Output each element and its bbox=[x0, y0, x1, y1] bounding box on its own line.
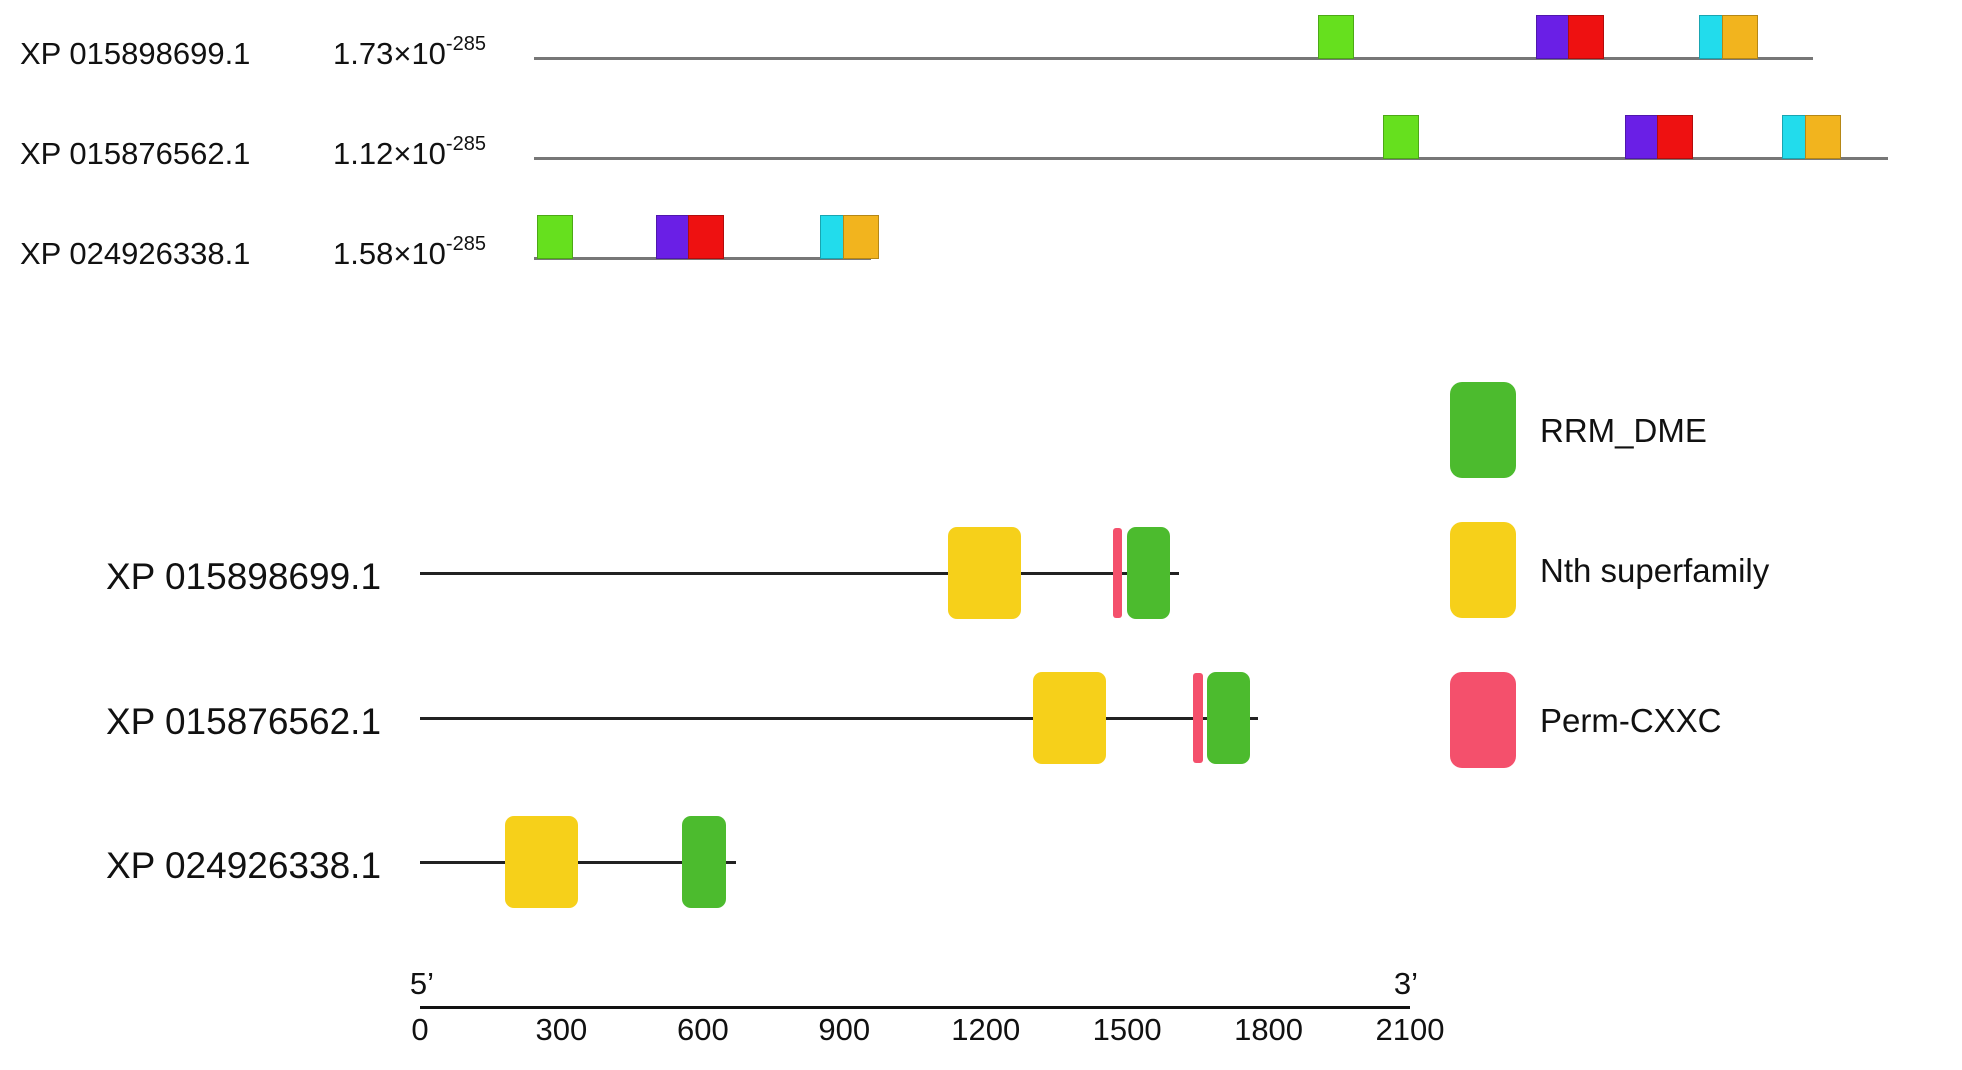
motif-box bbox=[1568, 15, 1604, 59]
domain-sequence-id: XP 015898699.1 bbox=[106, 556, 382, 597]
axis-tick-label: 900 bbox=[818, 1012, 871, 1047]
motif-evalue: 1.58×10-285 bbox=[333, 234, 486, 271]
evalue-exponent: -285 bbox=[445, 133, 486, 155]
domain-sequence-id: XP 015876562.1 bbox=[106, 701, 382, 742]
domain-box-rrm-dme bbox=[681, 816, 727, 908]
motif-box bbox=[1317, 15, 1354, 59]
legend-swatch bbox=[1450, 672, 1516, 768]
motif-box bbox=[843, 215, 880, 259]
motif-box bbox=[1805, 115, 1842, 159]
motif-evalue: 1.73×10-285 bbox=[333, 34, 486, 71]
domain-sequence-id: XP 024926338.1 bbox=[106, 845, 382, 886]
axis-tick-label: 2100 bbox=[1375, 1012, 1445, 1047]
domain-box-nth-superfamily bbox=[948, 527, 1022, 619]
axis-tick-label: 1200 bbox=[951, 1012, 1021, 1047]
motif-box bbox=[1656, 115, 1693, 159]
evalue-base: 1.58×10 bbox=[333, 236, 446, 271]
legend-label: Nth superfamily bbox=[1540, 552, 1770, 589]
legend-swatch bbox=[1450, 382, 1516, 478]
axis-5-prime-label: 5’ bbox=[409, 966, 435, 1001]
motif-sequence-id: XP 015898699.1 bbox=[20, 36, 251, 71]
evalue-base: 1.12×10 bbox=[333, 136, 446, 171]
domain-box-perm-cxxc bbox=[1193, 673, 1203, 763]
legend-label: RRM_DME bbox=[1540, 412, 1707, 449]
motif-box bbox=[1536, 15, 1573, 59]
domain-box-nth-superfamily bbox=[1032, 672, 1106, 764]
evalue-exponent: -285 bbox=[445, 33, 486, 55]
domain-sequence-line bbox=[420, 861, 736, 864]
domain-sequence-line bbox=[420, 717, 1258, 720]
motif-sequence-id: XP 024926338.1 bbox=[20, 236, 251, 271]
motif-box bbox=[688, 215, 724, 259]
motif-box bbox=[656, 215, 693, 259]
motif-evalue: 1.12×10-285 bbox=[333, 134, 486, 171]
motif-box bbox=[536, 215, 573, 259]
axis-tick-label: 1800 bbox=[1234, 1012, 1304, 1047]
domain-box-rrm-dme bbox=[1127, 527, 1170, 619]
axis-tick-label: 1500 bbox=[1092, 1012, 1162, 1047]
domain-box-rrm-dme bbox=[1207, 672, 1250, 764]
domain-box-nth-superfamily bbox=[504, 816, 578, 908]
motif-sequence-line bbox=[534, 57, 1813, 60]
evalue-base: 1.73×10 bbox=[333, 36, 446, 71]
axis-tick-label: 300 bbox=[535, 1012, 588, 1047]
domain-box-perm-cxxc bbox=[1113, 528, 1123, 618]
motif-box bbox=[1625, 115, 1662, 159]
motif-box bbox=[1383, 115, 1420, 159]
evalue-exponent: -285 bbox=[445, 233, 486, 255]
scale-axis-line bbox=[420, 1006, 1410, 1009]
motif-sequence-id: XP 015876562.1 bbox=[20, 136, 251, 171]
axis-3-prime-label: 3’ bbox=[1393, 966, 1419, 1001]
axis-tick-label: 600 bbox=[676, 1012, 729, 1047]
axis-tick-label: 0 bbox=[411, 1012, 429, 1047]
legend-swatch bbox=[1450, 522, 1516, 618]
motif-box bbox=[1722, 15, 1758, 59]
domain-sequence-line bbox=[420, 572, 1179, 575]
legend-label: Perm-CXXC bbox=[1540, 702, 1722, 739]
motif-sequence-line bbox=[534, 157, 1889, 160]
